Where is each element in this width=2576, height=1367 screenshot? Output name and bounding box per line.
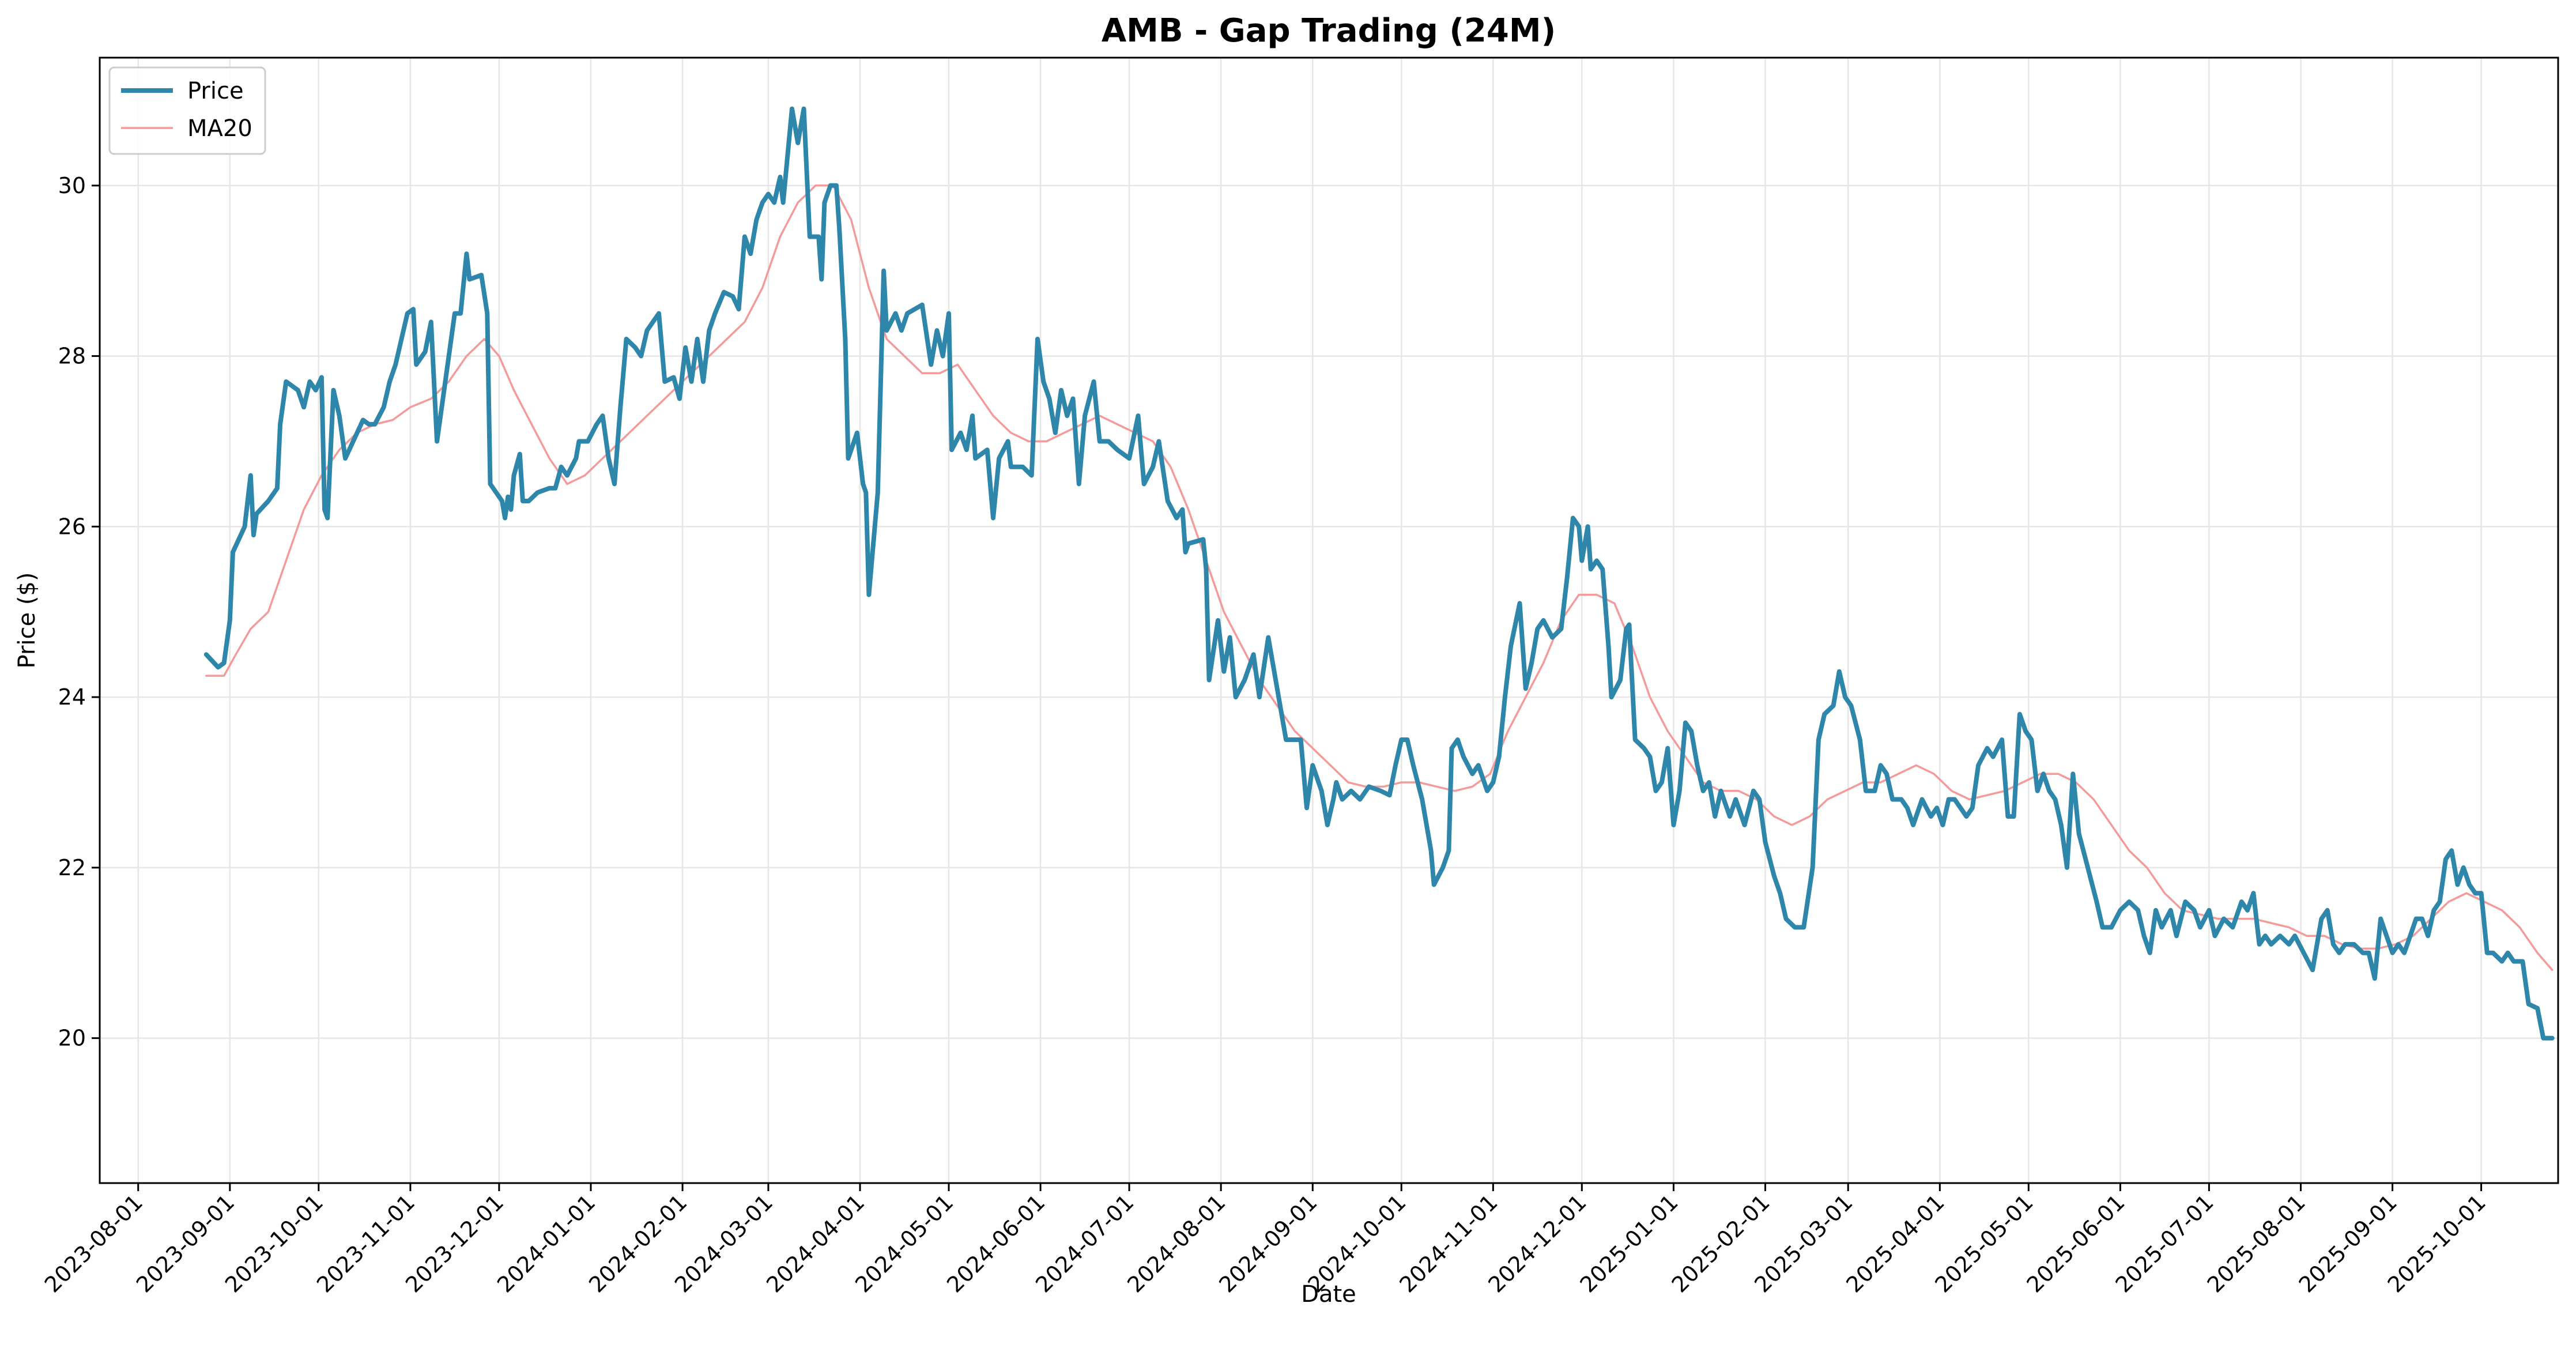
y-tick-label: 20 [58,1026,86,1051]
legend: Price MA20 [108,66,266,155]
y-tick-label: 22 [58,855,86,880]
y-axis-label: Price ($) [14,573,40,669]
y-tick-label: 30 [58,173,86,198]
plot-frame [99,57,2559,1184]
y-axis: 20 22 24 26 28 30 [58,173,100,1051]
legend-ma20-label: MA20 [187,115,252,142]
series-line-price [203,106,2555,1041]
chart-title: AMB - Gap Trading (24M) [1102,12,1556,50]
series-layer [203,106,2555,1041]
y-tick-label: 24 [58,684,86,710]
legend-price-label: Price [187,78,244,104]
x-axis-label: Date [1301,1281,1356,1308]
y-tick-label: 26 [58,514,86,539]
y-tick-label: 28 [58,344,86,369]
grid-lines [100,58,2558,1183]
